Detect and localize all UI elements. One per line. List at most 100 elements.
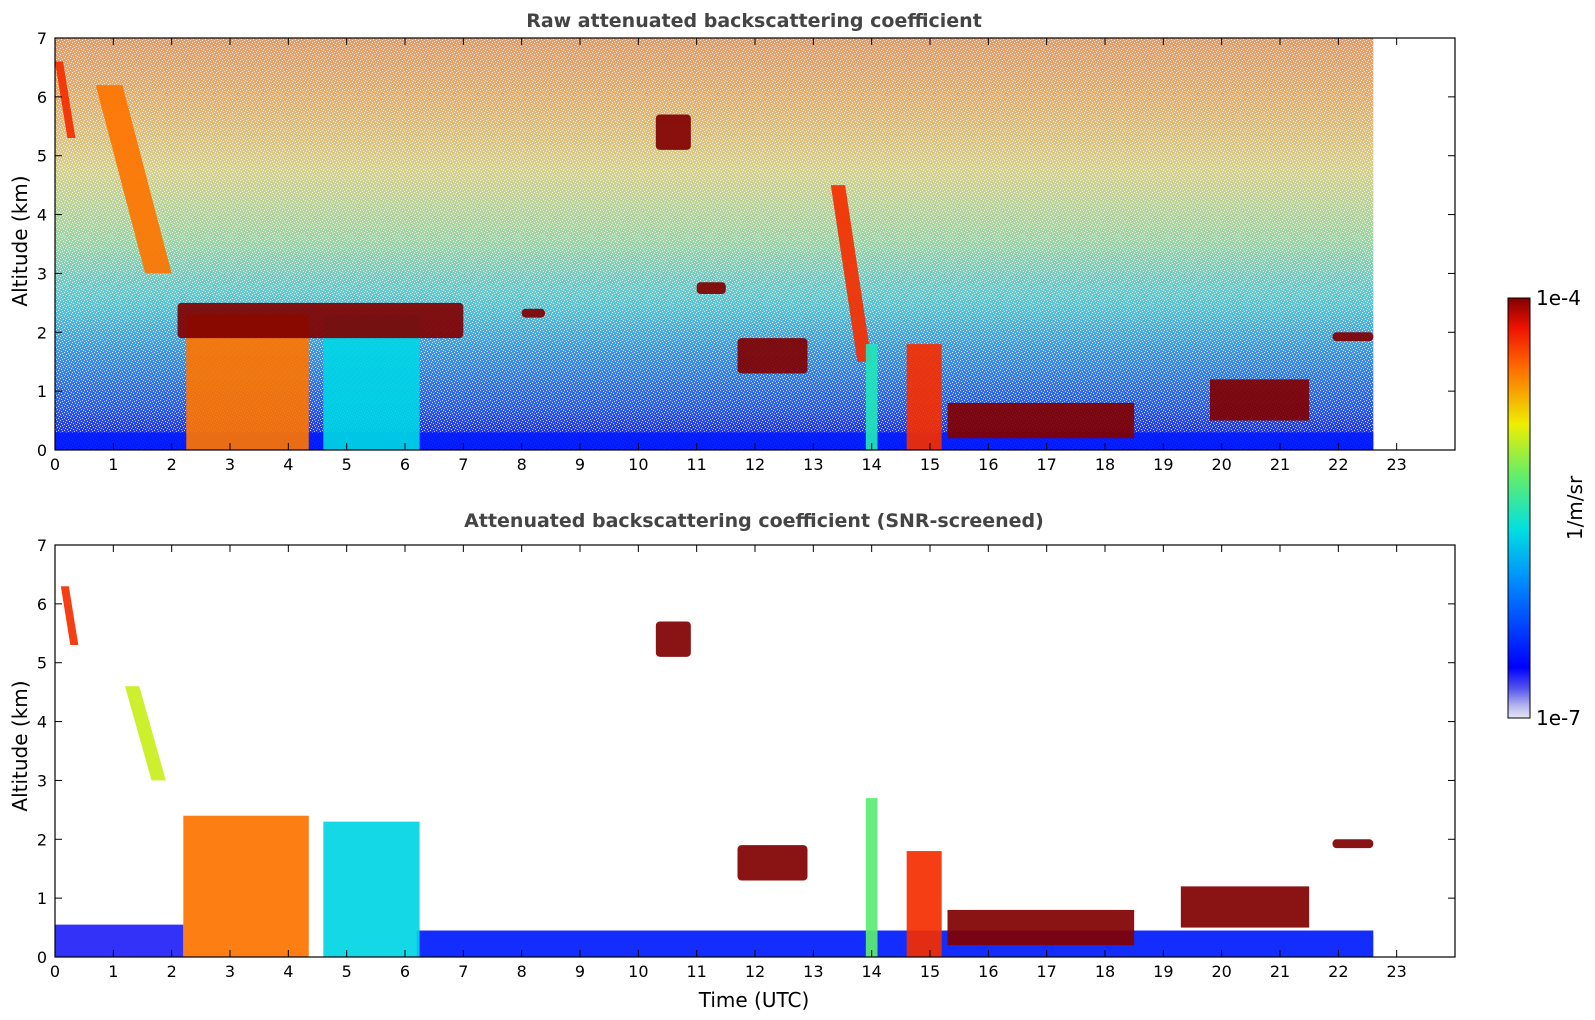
x-tick-label: 2 bbox=[167, 962, 177, 981]
heatmap-cloud-layer bbox=[737, 338, 808, 374]
x-tick-label: 5 bbox=[342, 455, 352, 474]
panel-screened-xlabel: Time (UTC) bbox=[698, 988, 810, 1012]
heatmap-boundary-cloud bbox=[947, 402, 1135, 439]
x-tick-label: 23 bbox=[1386, 455, 1406, 474]
x-tick-label: 13 bbox=[803, 962, 823, 981]
x-tick-label: 13 bbox=[803, 455, 823, 474]
x-tick-label: 15 bbox=[920, 962, 940, 981]
panel-raw-ylabel: Altitude (km) bbox=[8, 175, 32, 306]
panel-screened: Attenuated backscattering coefficient (S… bbox=[8, 510, 1456, 1012]
x-tick-label: 1 bbox=[108, 962, 118, 981]
heatmap-falling-streak bbox=[60, 586, 79, 646]
y-tick-label: 3 bbox=[37, 771, 47, 790]
heatmap-cloud-layer bbox=[1332, 839, 1374, 849]
x-tick-label: 7 bbox=[458, 455, 468, 474]
x-tick-label: 0 bbox=[50, 962, 60, 981]
y-tick-label: 0 bbox=[37, 441, 47, 460]
x-tick-label: 17 bbox=[1036, 962, 1056, 981]
x-tick-label: 11 bbox=[686, 962, 706, 981]
panel-screened-y-ticks: 0 1 2 3 4 5 6 7 bbox=[37, 536, 1455, 967]
y-tick-label: 1 bbox=[37, 382, 47, 401]
heatmap-cloud-layer bbox=[737, 845, 808, 881]
heatmap-cloud-layer bbox=[655, 114, 691, 150]
heatmap-dense-cloud bbox=[323, 821, 420, 957]
heatmap-dense-cloud bbox=[906, 851, 942, 957]
y-tick-label: 4 bbox=[37, 206, 47, 225]
x-tick-label: 9 bbox=[575, 962, 585, 981]
y-tick-label: 0 bbox=[37, 948, 47, 967]
x-tick-label: 19 bbox=[1153, 455, 1173, 474]
x-tick-label: 14 bbox=[861, 455, 881, 474]
y-tick-label: 5 bbox=[37, 654, 47, 673]
x-tick-label: 6 bbox=[400, 455, 410, 474]
heatmap-cloud-layer bbox=[696, 282, 726, 295]
heatmap-surface-layer bbox=[55, 924, 184, 957]
y-tick-label: 2 bbox=[37, 830, 47, 849]
x-tick-label: 15 bbox=[920, 455, 940, 474]
heatmap-falling-streak bbox=[95, 85, 172, 274]
heatmap-cloud-top bbox=[177, 302, 464, 339]
x-tick-label: 18 bbox=[1095, 962, 1115, 981]
x-tick-label: 1 bbox=[108, 455, 118, 474]
heatmap-boundary-cloud bbox=[1180, 886, 1310, 928]
x-tick-label: 3 bbox=[225, 962, 235, 981]
y-tick-label: 6 bbox=[37, 595, 47, 614]
panel-raw-x-ticks: 0 1 2 3 4 5 6 7 8 9 10 11 12 13 14 15 16 17 18 19 20 21 22 23 bbox=[50, 38, 1407, 474]
panel-screened-x-ticks: 0 1 2 3 4 5 6 7 8 9 10 11 12 13 14 15 16 17 18 19 20 21 22 23 bbox=[50, 545, 1407, 981]
y-tick-label: 6 bbox=[37, 88, 47, 107]
y-tick-label: 7 bbox=[37, 29, 47, 48]
x-tick-label: 12 bbox=[745, 962, 765, 981]
x-tick-label: 8 bbox=[517, 962, 527, 981]
x-tick-label: 3 bbox=[225, 455, 235, 474]
x-tick-label: 2 bbox=[167, 455, 177, 474]
heatmap-cloud-layer bbox=[655, 621, 691, 657]
x-tick-label: 17 bbox=[1036, 455, 1056, 474]
colorbar: 1e-4 1e-7 1/m/sr bbox=[1507, 286, 1587, 730]
panel-raw-y-ticks: 0 1 2 3 4 5 6 7 bbox=[37, 29, 1455, 460]
heatmap-cloud-layer bbox=[521, 308, 545, 318]
x-tick-label: 22 bbox=[1328, 455, 1348, 474]
x-tick-label: 4 bbox=[283, 455, 293, 474]
heatmap-falling-streak bbox=[125, 686, 166, 781]
heatmap-falling-streak bbox=[55, 61, 76, 139]
x-tick-label: 22 bbox=[1328, 962, 1348, 981]
x-tick-label: 4 bbox=[283, 962, 293, 981]
x-tick-label: 19 bbox=[1153, 962, 1173, 981]
colorbar-unit-label: 1/m/sr bbox=[1563, 475, 1587, 540]
x-tick-label: 21 bbox=[1270, 962, 1290, 981]
heatmap-cloud-layer bbox=[1332, 332, 1374, 342]
x-tick-label: 16 bbox=[978, 455, 998, 474]
y-tick-label: 3 bbox=[37, 264, 47, 283]
x-tick-label: 8 bbox=[517, 455, 527, 474]
x-tick-label: 14 bbox=[861, 962, 881, 981]
panel-raw-plot-area bbox=[54, 37, 1456, 451]
y-tick-label: 2 bbox=[37, 323, 47, 342]
colorbar-min-label: 1e-7 bbox=[1536, 706, 1581, 730]
x-tick-label: 20 bbox=[1211, 962, 1231, 981]
panel-screened-ylabel: Altitude (km) bbox=[8, 680, 32, 811]
panel-screened-title: Attenuated backscattering coefficient (S… bbox=[464, 510, 1044, 532]
panel-raw: Raw attenuated backscattering coefficien… bbox=[8, 10, 1456, 474]
colorbar-max-label: 1e-4 bbox=[1536, 286, 1581, 310]
heatmap-dense-cloud bbox=[906, 344, 942, 450]
panel-screened-plot-area bbox=[54, 544, 1456, 958]
x-tick-label: 0 bbox=[50, 455, 60, 474]
x-tick-label: 6 bbox=[400, 962, 410, 981]
heatmap-dense-cloud bbox=[865, 344, 878, 450]
heatmap-falling-streak bbox=[830, 185, 872, 362]
panel-raw-title: Raw attenuated backscattering coefficien… bbox=[526, 10, 982, 32]
x-tick-label: 7 bbox=[458, 962, 468, 981]
y-tick-label: 5 bbox=[37, 147, 47, 166]
y-tick-label: 1 bbox=[37, 889, 47, 908]
x-tick-label: 5 bbox=[342, 962, 352, 981]
heatmap-dense-cloud bbox=[865, 798, 878, 957]
y-tick-label: 4 bbox=[37, 713, 47, 732]
x-tick-label: 9 bbox=[575, 455, 585, 474]
y-tick-label: 7 bbox=[37, 536, 47, 555]
heatmap-surface-layer bbox=[416, 930, 1374, 957]
heatmap-boundary-cloud bbox=[947, 909, 1135, 946]
x-tick-label: 16 bbox=[978, 962, 998, 981]
x-tick-label: 23 bbox=[1386, 962, 1406, 981]
heatmap-dense-cloud bbox=[183, 815, 309, 957]
